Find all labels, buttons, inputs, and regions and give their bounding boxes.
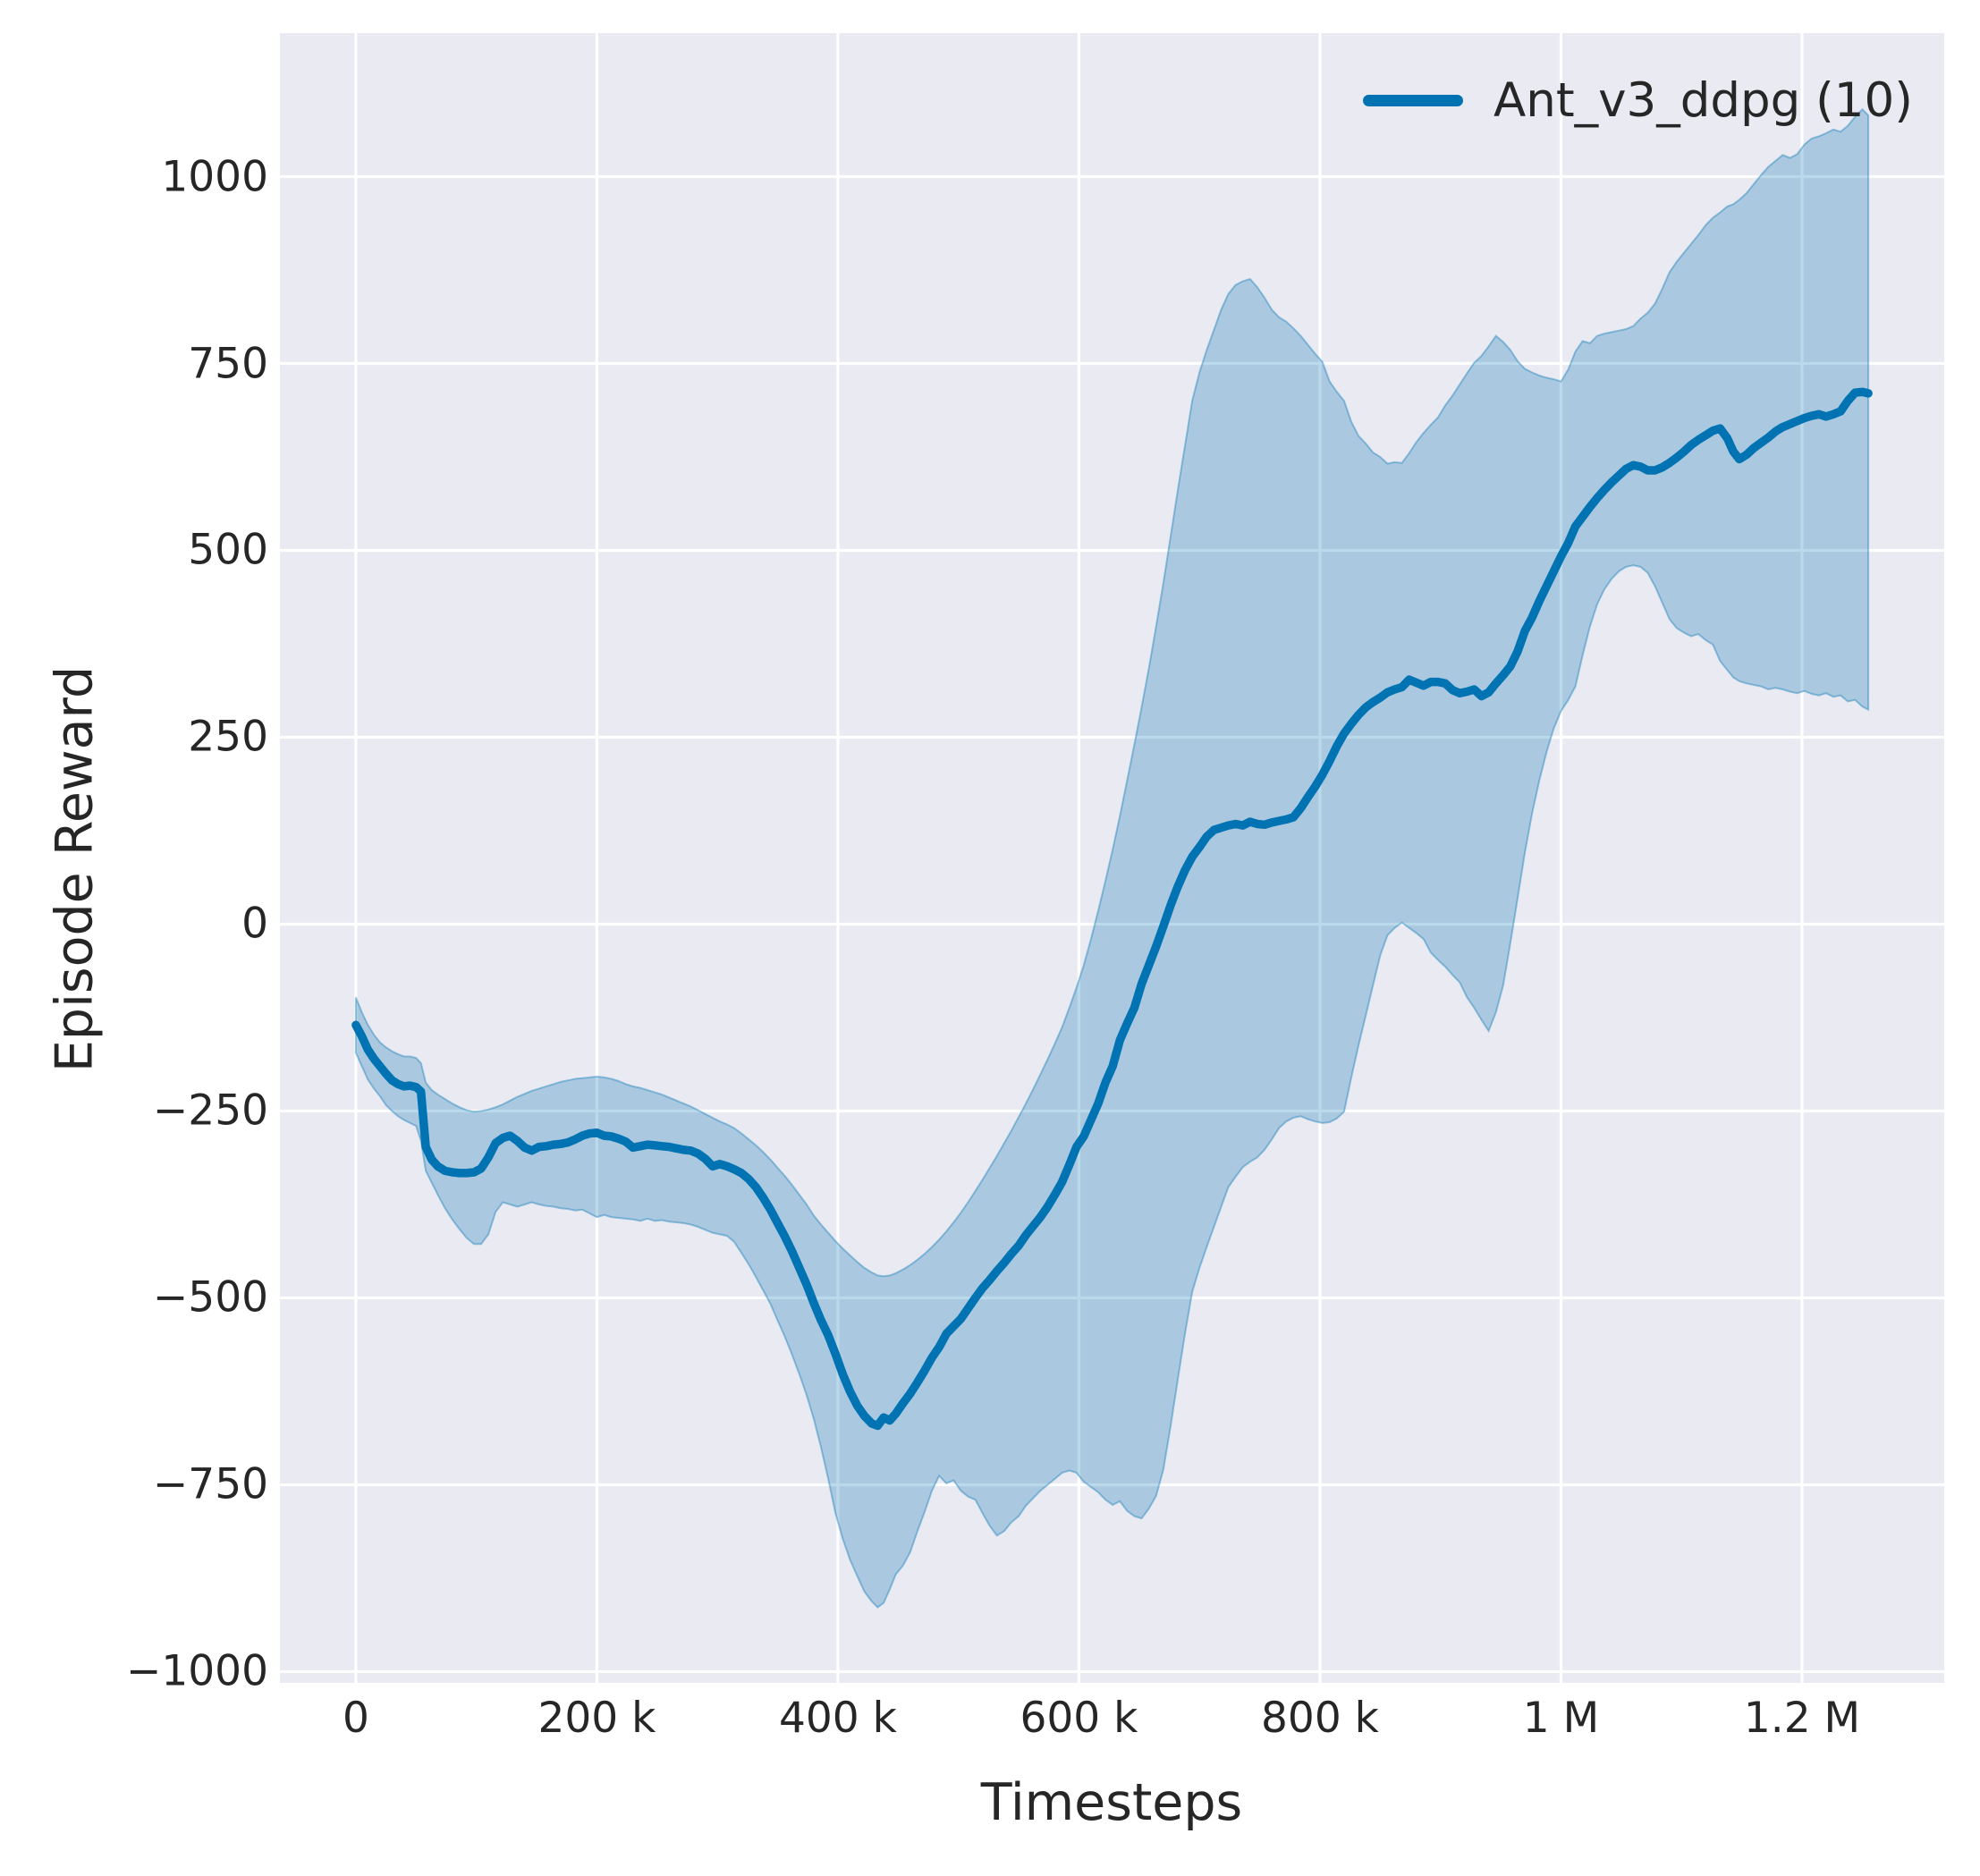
- y-tick-label: 750: [188, 339, 268, 388]
- y-tick-label: −250: [152, 1086, 268, 1136]
- legend-line-swatch: [1363, 95, 1463, 106]
- x-tick-label: 600 k: [1020, 1694, 1138, 1743]
- y-tick-label: 500: [188, 525, 268, 575]
- x-tick-label: 1 M: [1522, 1694, 1600, 1743]
- y-tick-label: 0: [241, 899, 268, 949]
- axes-background: [280, 33, 1944, 1683]
- x-tick-label: 200 k: [537, 1694, 656, 1743]
- x-axis-label: Timesteps: [980, 1773, 1243, 1832]
- legend: Ant_v3_ddpg (10): [1363, 77, 1913, 124]
- y-tick-label: 1000: [161, 152, 268, 201]
- confidence-band: [354, 107, 1870, 1609]
- y-tick-label: −1000: [126, 1646, 268, 1696]
- legend-label: Ant_v3_ddpg (10): [1493, 73, 1913, 128]
- y-tick-label: 250: [188, 712, 268, 762]
- x-tick-label: 1.2 M: [1743, 1694, 1861, 1743]
- x-tick-label: 0: [342, 1694, 369, 1743]
- y-tick-label: −500: [152, 1272, 268, 1322]
- x-tick-label: 400 k: [778, 1694, 897, 1743]
- y-tick-label: −750: [152, 1459, 268, 1509]
- x-tick-label: 800 k: [1261, 1694, 1379, 1743]
- mean-line: [351, 387, 1873, 1431]
